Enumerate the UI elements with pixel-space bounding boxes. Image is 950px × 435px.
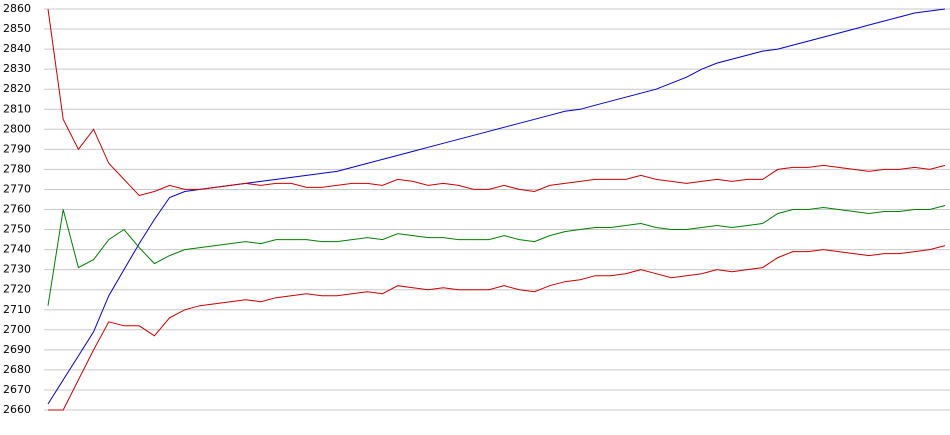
y-tick-label: 2780 bbox=[3, 162, 31, 175]
y-tick-label: 2720 bbox=[3, 283, 31, 296]
y-tick-label: 2820 bbox=[3, 82, 31, 95]
y-tick-label: 2770 bbox=[3, 182, 31, 195]
y-tick-label: 2840 bbox=[3, 42, 31, 55]
y-tick-label: 2860 bbox=[3, 2, 31, 15]
y-tick-label: 2790 bbox=[3, 142, 31, 155]
series-line bbox=[47, 8, 946, 197]
y-tick-label: 2830 bbox=[3, 62, 31, 75]
y-tick-label: 2700 bbox=[3, 323, 31, 336]
series-line bbox=[48, 245, 946, 411]
y-tick-label: 2680 bbox=[3, 363, 31, 376]
y-tick-label: 2670 bbox=[3, 383, 31, 396]
series-line bbox=[47, 8, 946, 405]
y-tick-label: 2760 bbox=[3, 203, 31, 216]
y-tick-label: 2850 bbox=[3, 22, 31, 35]
y-tick-label: 2710 bbox=[3, 303, 31, 316]
y-tick-label: 2810 bbox=[3, 102, 31, 115]
y-tick-label: 2800 bbox=[3, 122, 31, 135]
y-tick-label: 2660 bbox=[3, 403, 31, 416]
y-tick-label: 2730 bbox=[3, 263, 31, 276]
series-line bbox=[47, 205, 946, 306]
y-tick-label: 2750 bbox=[3, 223, 31, 236]
y-tick-label: 2690 bbox=[3, 343, 31, 356]
y-tick-label: 2740 bbox=[3, 243, 31, 256]
